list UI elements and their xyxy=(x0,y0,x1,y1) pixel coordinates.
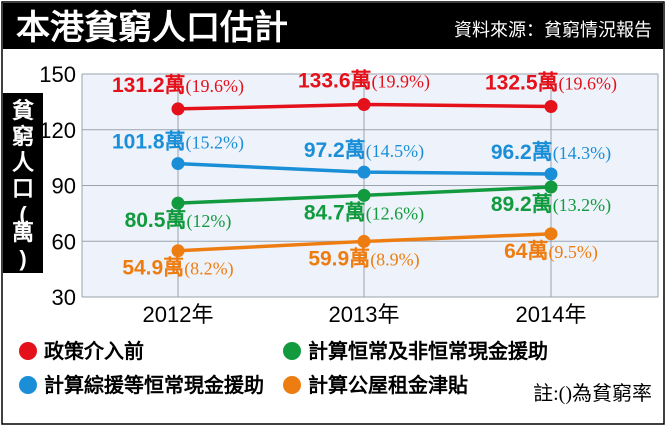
data-point xyxy=(544,100,558,114)
y-tick-label: 120 xyxy=(39,118,76,143)
data-point xyxy=(171,244,185,258)
data-label: 64萬(9.5%) xyxy=(504,239,598,263)
y-tick-label: 150 xyxy=(39,62,76,87)
x-tick-labels: 2012年 2013年 2014年 xyxy=(143,302,587,327)
data-point xyxy=(171,157,185,171)
data-label: 101.8萬(15.2%) xyxy=(112,130,244,154)
data-label: 54.9萬(8.2%) xyxy=(122,256,233,280)
legend-marker xyxy=(283,342,301,360)
x-tick-label: 2013年 xyxy=(329,302,400,327)
data-label: 131.2萬(19.6%) xyxy=(112,73,244,97)
source-note: 資料來源：貧窮情況報告 xyxy=(454,20,652,40)
data-point xyxy=(357,165,371,179)
series-points xyxy=(171,97,558,258)
y-tick-label: 90 xyxy=(52,174,76,199)
data-label: 133.6萬(19.9%) xyxy=(298,68,430,92)
y-tick-labels: 30 60 90 120 150 xyxy=(39,62,76,310)
y-tick-label: 30 xyxy=(52,285,76,310)
data-point xyxy=(357,234,371,248)
rate-footnote: 註:()為貧窮率 xyxy=(533,382,652,405)
legend-marker xyxy=(19,376,37,394)
legend-marker xyxy=(283,376,301,394)
y-tick-label: 60 xyxy=(52,229,76,254)
data-point xyxy=(544,167,558,181)
legend-label: 計算公屋租金津貼 xyxy=(308,373,468,397)
x-tick-label: 2012年 xyxy=(143,302,214,327)
data-label: 89.2萬(13.2%) xyxy=(491,192,611,216)
chart-title: 本港貧窮人口估計 xyxy=(16,9,288,47)
data-label: 80.5萬(12%) xyxy=(125,208,232,232)
data-label: 97.2萬(14.5%) xyxy=(304,138,424,162)
data-labels: 131.2萬(19.6%) 133.6萬(19.9%) 132.5萬(19.6%) 1… xyxy=(112,68,617,279)
y-label-bar xyxy=(3,93,43,273)
y-axis-label: 貧窮人口(萬) xyxy=(12,98,34,271)
data-point xyxy=(357,188,371,202)
data-point xyxy=(544,180,558,194)
data-point xyxy=(171,196,185,210)
legend-label: 計算綜援等恒常現金援助 xyxy=(44,373,264,397)
data-label: 59.9萬(8.9%) xyxy=(308,246,419,270)
data-point xyxy=(171,102,185,116)
x-tick-label: 2014年 xyxy=(516,302,587,327)
data-label: 96.2萬(14.3%) xyxy=(491,140,611,164)
data-label: 84.7萬(12.6%) xyxy=(304,200,424,224)
legend-label: 計算恒常及非恒常現金援助 xyxy=(308,339,548,363)
data-label: 132.5萬(19.6%) xyxy=(485,71,617,95)
legend-marker xyxy=(19,342,37,360)
legend-label: 政策介入前 xyxy=(44,339,144,363)
data-point xyxy=(544,227,558,241)
data-point xyxy=(357,97,371,111)
header-band xyxy=(3,3,663,49)
